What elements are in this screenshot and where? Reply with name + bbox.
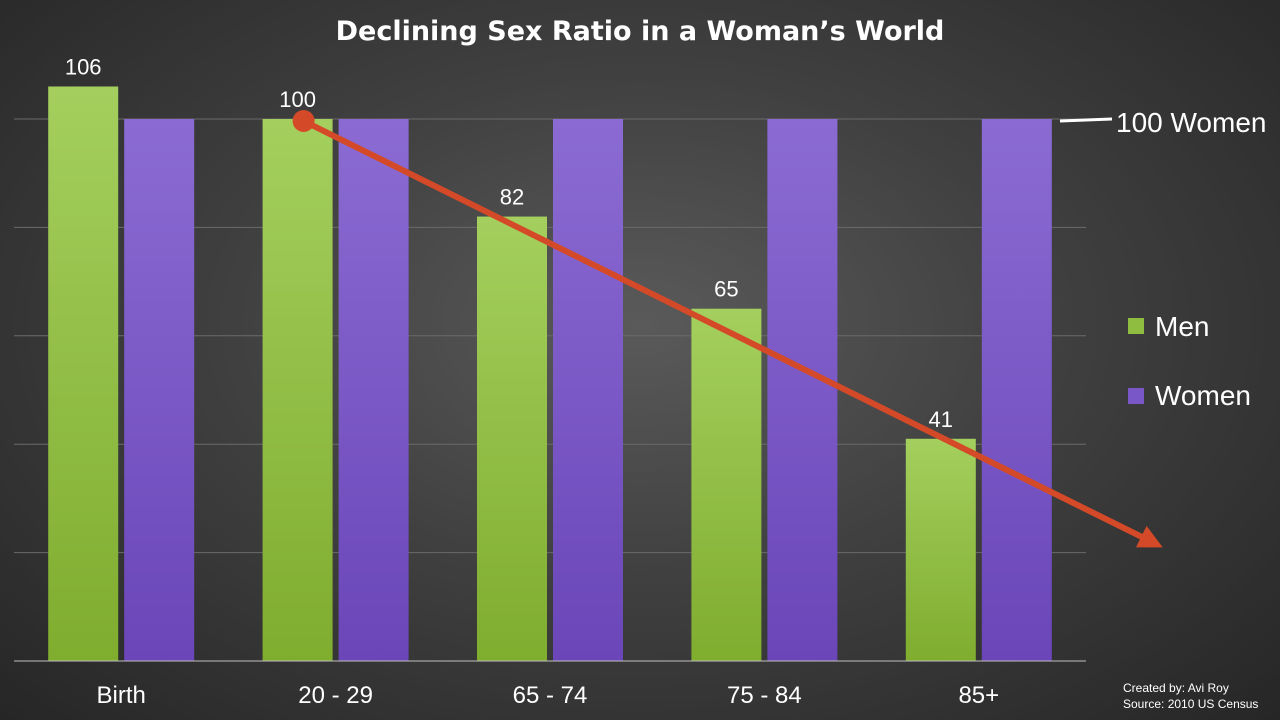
trend-arrow-group [292,110,1163,548]
category-label: 75 - 84 [727,682,802,709]
bar-women [553,119,623,661]
bar-men [905,438,976,661]
bar-women [338,119,409,661]
legend-swatch-men [1128,318,1144,334]
legend-label-men: Men [1155,311,1209,342]
data-labels: 106 100 82 65 41 [65,54,953,431]
category-label: 85+ [958,682,999,709]
bar-men [477,216,547,661]
legend: Men Women [1128,311,1251,411]
bar-men [691,308,762,661]
category-label: Birth [97,682,146,709]
legend-swatch-women [1128,388,1144,404]
reference-line-group: 100 Women [1059,107,1266,138]
data-label-men: 106 [65,54,102,79]
category-label: 20 - 29 [298,682,373,709]
data-label-men: 41 [929,407,953,432]
data-label-men: 82 [500,185,524,210]
category-label: 65 - 74 [513,682,588,709]
reference-line [1059,117,1113,123]
category-labels: Birth 20 - 29 65 - 74 75 - 84 85+ [97,682,1000,709]
data-label-men: 100 [279,87,316,112]
trend-arrow-start-dot [292,110,315,132]
trend-arrow [302,118,1163,548]
credit-source: Source: 2010 US Census [1123,697,1258,711]
credit-created-by: Created by: Avi Roy [1123,681,1229,695]
bars [48,86,1052,662]
chart-title: Declining Sex Ratio in a Woman’s World [336,16,945,47]
bar-men [48,86,119,662]
bar-men [262,119,333,661]
reference-line-label: 100 Women [1116,107,1266,138]
bar-women [767,119,838,661]
data-label-men: 65 [714,277,738,302]
bar-women [981,119,1052,661]
legend-label-women: Women [1155,380,1251,411]
bar-women [124,119,195,661]
